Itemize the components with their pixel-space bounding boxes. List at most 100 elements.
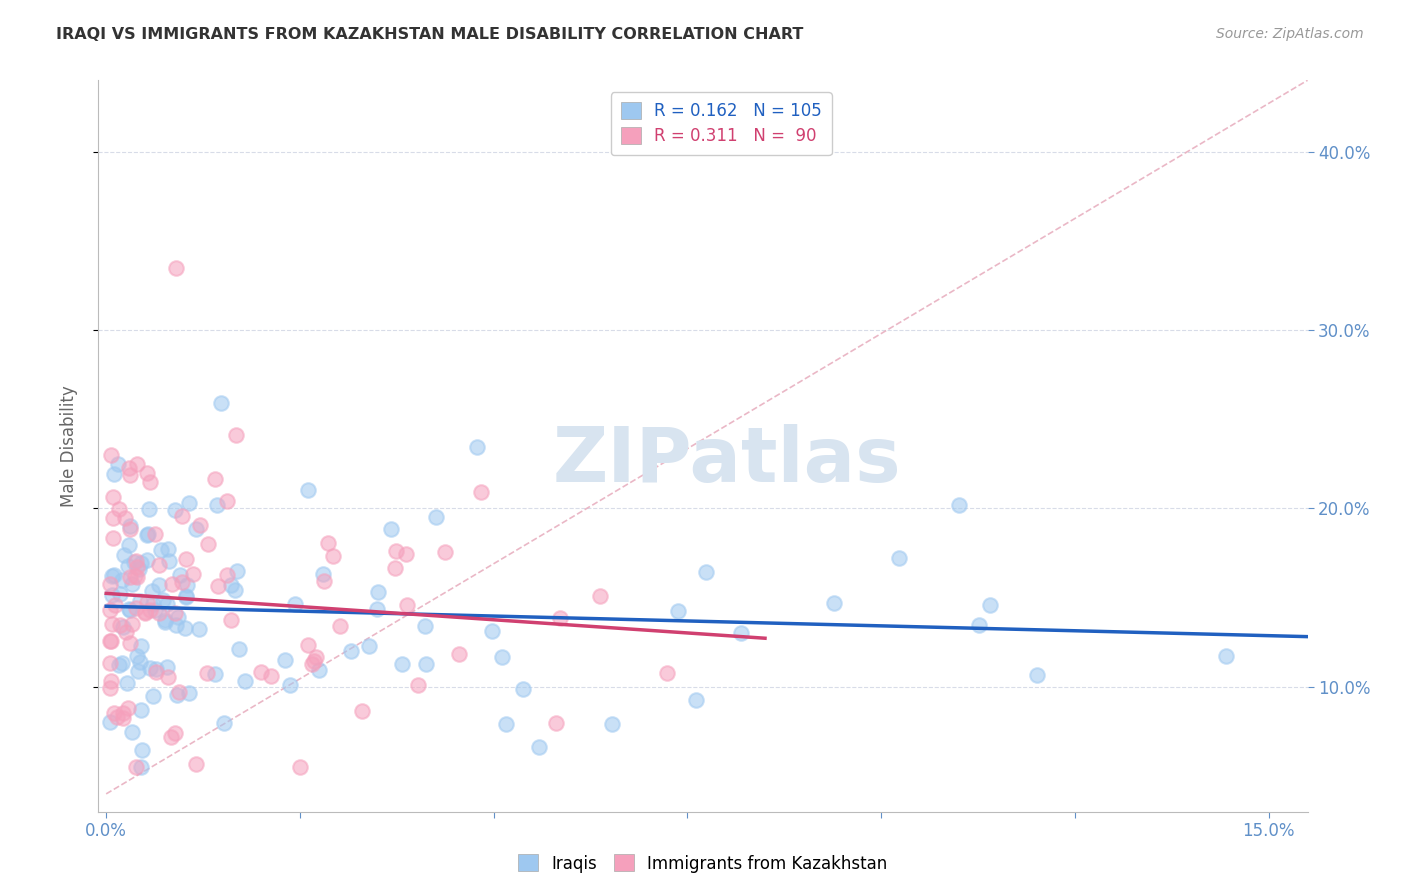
Point — [107, 457, 129, 471]
Point — [98, 577, 121, 591]
Point — [385, 544, 408, 558]
Point — [142, 689, 165, 703]
Point — [391, 657, 413, 671]
Point — [128, 655, 150, 669]
Point — [1215, 648, 1237, 663]
Point — [249, 665, 271, 680]
Point — [297, 483, 319, 497]
Point — [98, 633, 121, 648]
Point — [314, 574, 336, 589]
Point — [135, 553, 157, 567]
Point — [112, 706, 135, 720]
Point — [156, 670, 179, 684]
Point — [117, 559, 139, 574]
Point — [205, 498, 228, 512]
Point — [101, 588, 124, 602]
Point — [145, 662, 167, 676]
Point — [165, 260, 187, 275]
Point — [204, 473, 226, 487]
Point — [278, 678, 301, 692]
Point — [103, 706, 125, 720]
Point — [433, 545, 456, 559]
Point — [118, 636, 141, 650]
Point — [160, 730, 183, 744]
Point — [122, 555, 145, 569]
Legend: R = 0.162   N = 105, R = 0.311   N =  90: R = 0.162 N = 105, R = 0.311 N = 90 — [610, 92, 832, 155]
Point — [181, 566, 204, 581]
Point — [195, 665, 218, 680]
Point — [127, 457, 149, 471]
Point — [329, 618, 352, 632]
Point — [187, 622, 209, 636]
Point — [105, 710, 128, 724]
Point — [118, 570, 141, 584]
Point — [589, 589, 612, 603]
Point — [308, 663, 330, 677]
Point — [111, 656, 134, 670]
Point — [127, 665, 149, 679]
Point — [395, 547, 418, 561]
Point — [425, 510, 447, 524]
Point — [366, 602, 388, 616]
Point — [297, 638, 319, 652]
Point — [118, 603, 141, 617]
Point — [111, 573, 134, 587]
Point — [167, 685, 190, 699]
Point — [406, 677, 429, 691]
Legend: Iraqis, Immigrants from Kazakhstan: Iraqis, Immigrants from Kazakhstan — [512, 847, 894, 880]
Point — [142, 598, 165, 612]
Point — [224, 583, 246, 598]
Point — [304, 649, 326, 664]
Point — [215, 568, 238, 582]
Point — [219, 577, 242, 591]
Point — [197, 537, 219, 551]
Point — [143, 527, 166, 541]
Point — [655, 666, 678, 681]
Point — [120, 468, 142, 483]
Point — [165, 618, 187, 632]
Point — [148, 578, 170, 592]
Point — [129, 703, 152, 717]
Point — [481, 624, 503, 638]
Point — [124, 760, 146, 774]
Point — [139, 475, 162, 490]
Point — [284, 597, 307, 611]
Point — [529, 739, 551, 754]
Point — [136, 528, 159, 542]
Point — [129, 594, 152, 608]
Point — [730, 626, 752, 640]
Point — [138, 526, 160, 541]
Point — [98, 657, 121, 671]
Point — [131, 743, 153, 757]
Point — [380, 522, 402, 536]
Point — [495, 716, 517, 731]
Text: ZIPatlas: ZIPatlas — [553, 424, 901, 498]
Point — [166, 688, 188, 702]
Point — [153, 613, 176, 627]
Point — [226, 564, 249, 578]
Point — [207, 579, 229, 593]
Point — [98, 681, 121, 696]
Point — [1025, 667, 1047, 681]
Point — [139, 661, 162, 675]
Point — [148, 558, 170, 572]
Point — [204, 666, 226, 681]
Point — [103, 510, 125, 524]
Point — [115, 676, 138, 690]
Point — [100, 569, 122, 583]
Point — [121, 577, 143, 591]
Point — [139, 603, 162, 617]
Point — [967, 617, 990, 632]
Point — [176, 578, 198, 592]
Point — [114, 511, 136, 525]
Point — [166, 610, 188, 624]
Point — [163, 503, 186, 517]
Point — [340, 644, 363, 658]
Point — [135, 595, 157, 609]
Point — [350, 704, 373, 718]
Point — [121, 616, 143, 631]
Point — [179, 496, 201, 510]
Point — [260, 669, 283, 683]
Point — [367, 585, 389, 599]
Point — [118, 461, 141, 475]
